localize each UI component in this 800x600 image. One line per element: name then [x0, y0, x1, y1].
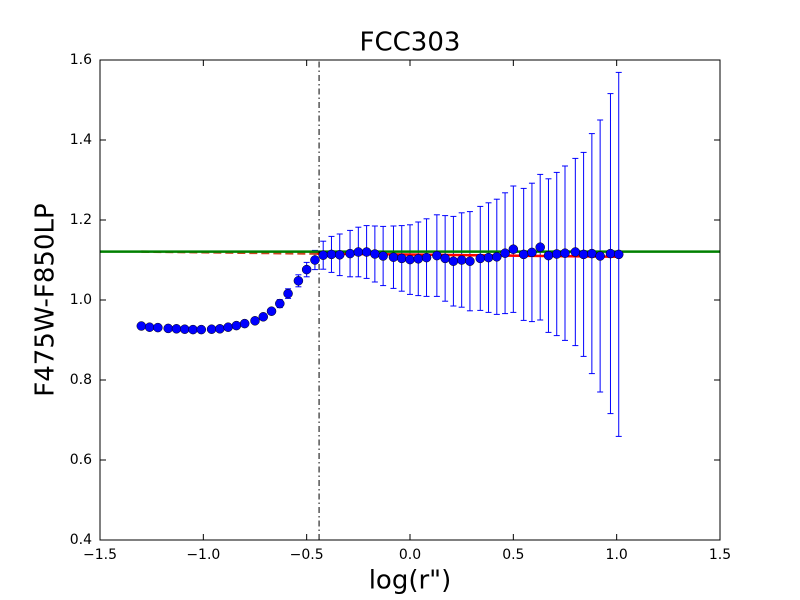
data-point	[492, 252, 502, 262]
data-point	[587, 248, 597, 259]
data-point	[144, 322, 155, 332]
data-point	[318, 250, 328, 260]
plot-frame	[99, 59, 721, 541]
data-point	[475, 253, 486, 264]
data-point	[326, 249, 337, 260]
data-point	[361, 247, 372, 257]
data-point	[266, 306, 277, 316]
data-point	[370, 249, 380, 259]
data-point	[500, 248, 510, 258]
data-point	[413, 254, 424, 264]
data-point	[421, 252, 432, 263]
data-point	[465, 256, 475, 266]
data-point	[196, 324, 207, 335]
x-tick-label: 0.5	[502, 547, 524, 563]
data-point	[136, 321, 147, 331]
y-axis-label: F475W-F850LP	[31, 203, 61, 396]
x-tick-label: 1.5	[709, 547, 731, 563]
data-point	[448, 256, 459, 266]
data-point	[570, 247, 581, 257]
y-tick-label: 0.6	[70, 452, 92, 468]
data-point	[456, 255, 467, 265]
data-point	[188, 324, 198, 335]
data-point	[551, 249, 562, 259]
x-tick-label: −1.5	[83, 547, 117, 563]
data-point	[258, 312, 269, 322]
data-point	[388, 252, 399, 262]
data-point	[239, 318, 250, 329]
data-point	[301, 264, 312, 275]
x-tick-label: 1.0	[606, 547, 628, 563]
data-point	[605, 248, 616, 259]
y-tick-label: 1.4	[70, 132, 92, 148]
y-tick-label: 0.8	[70, 372, 92, 388]
x-tick-label: 0.0	[399, 547, 421, 563]
data-point	[405, 254, 415, 265]
x-tick-label: −1.0	[186, 547, 220, 563]
data-point	[275, 298, 285, 309]
data-point	[163, 323, 173, 334]
data-point	[231, 320, 242, 331]
data-point	[483, 252, 494, 263]
y-tick-label: 1.2	[70, 212, 92, 228]
x-axis-label: log(r")	[369, 566, 452, 596]
data-point	[613, 249, 624, 260]
data-point	[215, 324, 225, 334]
data-point	[171, 324, 182, 334]
data-point	[353, 247, 364, 257]
data-point	[293, 276, 304, 286]
data-point	[440, 253, 450, 264]
data-point	[508, 244, 519, 254]
data-point	[206, 324, 217, 334]
data-point	[535, 242, 545, 252]
data-point	[543, 250, 554, 261]
chart-title: FCC303	[360, 28, 461, 58]
x-tick-label: −0.5	[290, 547, 324, 563]
data-point	[378, 251, 388, 261]
y-tick-label: 0.4	[70, 532, 92, 548]
data-point	[518, 249, 529, 260]
data-point	[223, 322, 233, 332]
data-point	[334, 250, 345, 260]
y-tick-label: 1.6	[70, 52, 92, 68]
data-point	[432, 250, 442, 261]
data-point	[310, 255, 320, 265]
data-point	[153, 322, 163, 333]
data-point	[527, 247, 537, 258]
data-point	[396, 253, 407, 264]
data-point	[179, 324, 190, 334]
data-point	[560, 248, 570, 258]
data-point	[345, 248, 355, 259]
data-point	[595, 251, 605, 261]
y-tick-label: 1.0	[70, 292, 92, 308]
data-point	[578, 249, 589, 260]
data-point	[283, 288, 293, 299]
data-point	[250, 316, 260, 326]
